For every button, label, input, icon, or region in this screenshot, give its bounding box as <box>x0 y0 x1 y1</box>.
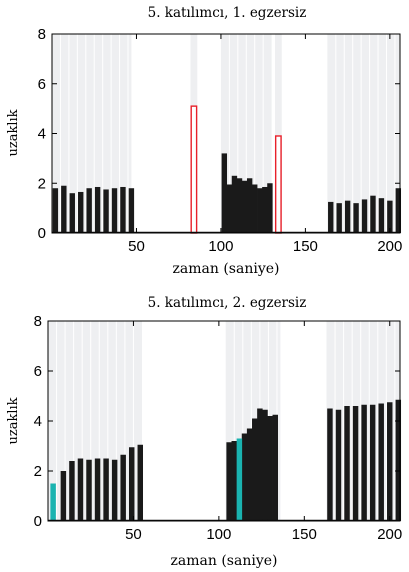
chart-1-bar-normal <box>226 184 233 233</box>
chart-1-ytick-label: 2 <box>38 175 46 192</box>
chart-2-bar-normal <box>241 433 248 521</box>
chart-2-bar-normal <box>257 408 263 521</box>
chart-1-ticks: 0 2 4 6 8 50 100 150 200 <box>38 26 403 255</box>
chart-2-bar-normal <box>103 458 109 521</box>
chart-1-bar-normal <box>231 175 238 233</box>
chart-2-bar-normal <box>272 414 278 521</box>
chart-1-ytick-label: 0 <box>38 225 46 242</box>
chart-1-bar-normal <box>344 200 351 233</box>
chart-2-title: 5. katılımcı, 2. egzersiz <box>148 295 307 311</box>
chart-1-xtick-label: 100 <box>208 238 233 255</box>
chart-2-bar-normal <box>246 428 253 521</box>
chart-1-bar-normal <box>353 203 359 233</box>
chart-2-ticks: 0 2 4 6 8 50 100 150 200 <box>34 313 403 543</box>
chart-2-xtick-label: 50 <box>125 526 142 543</box>
chart-1-ytick-label: 6 <box>38 76 46 93</box>
chart-2-bar-normal <box>361 404 367 521</box>
chart-2-xtick-label: 150 <box>292 526 317 543</box>
chart-1-bar-normal <box>252 184 258 233</box>
chart-2-xtick-label: 100 <box>206 526 231 543</box>
chart-2-bar-normal <box>94 458 101 521</box>
chart-1-bar-normal <box>395 188 402 233</box>
chart-1-bar-normal <box>86 188 92 233</box>
chart-2-bar-normal <box>387 402 393 521</box>
chart-2-bar-normal <box>128 447 135 521</box>
chart-1-bar-normal <box>52 188 59 233</box>
chart-1-bar-normal <box>111 188 118 233</box>
chart-2-bar-normal <box>378 403 384 521</box>
chart-2-ytick-label: 4 <box>34 413 42 430</box>
chart-2-bar-normal <box>352 406 359 521</box>
chart-1-bar-normal <box>94 186 101 233</box>
chart-2-bar-normal <box>226 442 232 521</box>
chart-1-bar-normal <box>120 186 126 233</box>
chart-2-ytick-label: 8 <box>34 313 42 330</box>
chart-1-bar-normal <box>336 203 342 233</box>
chart-1-bar-normal <box>262 186 268 233</box>
chart-2-bar-normal <box>111 459 118 521</box>
chart-2-ytick-label: 6 <box>34 363 42 380</box>
chart-2-bar-normal <box>327 408 333 521</box>
chart-2-bar-normal <box>262 409 268 521</box>
chart-1-bar-normal <box>61 185 67 233</box>
chart-2-bar-highlight <box>50 483 56 521</box>
chart-2-bar-normal <box>267 416 273 521</box>
chart-1-band-3 <box>274 34 282 233</box>
chart-1: 5. katılımcı, 1. egzersiz 0 2 4 6 8 50 100 150 2… <box>6 5 402 277</box>
chart-1-bar-normal <box>69 193 75 233</box>
chart-1-bar-normal <box>103 189 109 233</box>
chart-2-bar-normal <box>335 409 342 521</box>
chart-1-title: 5. katılımcı, 1. egzersiz <box>148 5 307 21</box>
chart-1-bar-normal <box>361 199 368 233</box>
chart-1-xlabel: zaman (saniye) <box>173 261 280 277</box>
chart-1-ylabel: uzaklık <box>6 109 21 156</box>
chart-2-ytick-label: 2 <box>34 463 42 480</box>
chart-1-ytick-label: 8 <box>38 26 46 43</box>
chart-2-bar-normal <box>137 444 144 521</box>
chart-1-xtick-label: 200 <box>377 238 402 255</box>
chart-1-bar-normal <box>378 198 385 233</box>
chart-2-ylabel: uzaklık <box>6 397 21 444</box>
chart-2: 5. katılımcı, 2. egzersiz 0 2 4 6 8 50 100 150 2… <box>6 295 402 569</box>
chart-1-xtick-label: 50 <box>128 238 145 255</box>
chart-2-bars <box>48 399 402 522</box>
chart-1-xtick-label: 150 <box>293 238 318 255</box>
chart-2-bar-normal <box>69 461 75 521</box>
chart-1-bar-normal <box>267 183 273 233</box>
chart-1-bar-normal <box>370 195 376 233</box>
chart-1-bar-outlined <box>190 105 198 234</box>
chart-2-bar-normal <box>231 441 237 521</box>
chart-1-bands <box>52 34 400 233</box>
chart-2-bar-normal <box>344 406 350 521</box>
chart-2-bar-normal <box>252 418 258 521</box>
chart-1-bar-normal <box>241 180 248 233</box>
chart-1-bar-normal <box>246 178 253 233</box>
chart-1-bar-normal <box>78 191 84 233</box>
chart-2-bar-normal <box>77 458 84 521</box>
chart-1-bar-normal <box>221 153 228 233</box>
chart-2-xtick-label: 200 <box>377 526 402 543</box>
chart-2-bar-highlight <box>236 438 243 521</box>
chart-2-bar-normal <box>120 454 126 521</box>
chart-1-bar-normal <box>128 188 135 233</box>
chart-2-bar-normal <box>395 399 402 521</box>
chart-2-bar-normal <box>60 471 67 521</box>
chart-1-bar-normal <box>236 178 243 233</box>
chart-2-xlabel: zaman (saniye) <box>171 553 278 569</box>
chart-1-bar-normal <box>387 200 393 233</box>
chart-2-bar-normal <box>86 459 92 521</box>
chart-1-bar-outlined <box>274 135 282 234</box>
chart-2-ytick-label: 0 <box>34 513 42 530</box>
chart-2-bar-normal <box>369 404 376 521</box>
chart-1-bar-normal <box>328 201 334 233</box>
chart-1-ytick-label: 4 <box>38 126 46 143</box>
chart-1-bar-normal <box>257 188 263 233</box>
